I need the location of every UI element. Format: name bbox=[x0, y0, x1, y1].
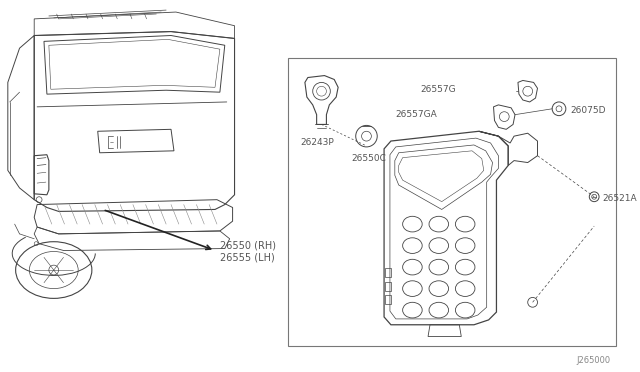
Text: J265000: J265000 bbox=[577, 356, 611, 365]
Text: 26243P: 26243P bbox=[300, 138, 334, 147]
Text: 26557GA: 26557GA bbox=[396, 110, 438, 119]
Text: 26557G: 26557G bbox=[420, 85, 456, 94]
Text: 26075D: 26075D bbox=[571, 106, 606, 115]
Text: 26521A: 26521A bbox=[602, 194, 637, 203]
Text: 26550 (RH)
26555 (LH): 26550 (RH) 26555 (LH) bbox=[220, 241, 276, 262]
Text: 26550C: 26550C bbox=[352, 154, 387, 163]
